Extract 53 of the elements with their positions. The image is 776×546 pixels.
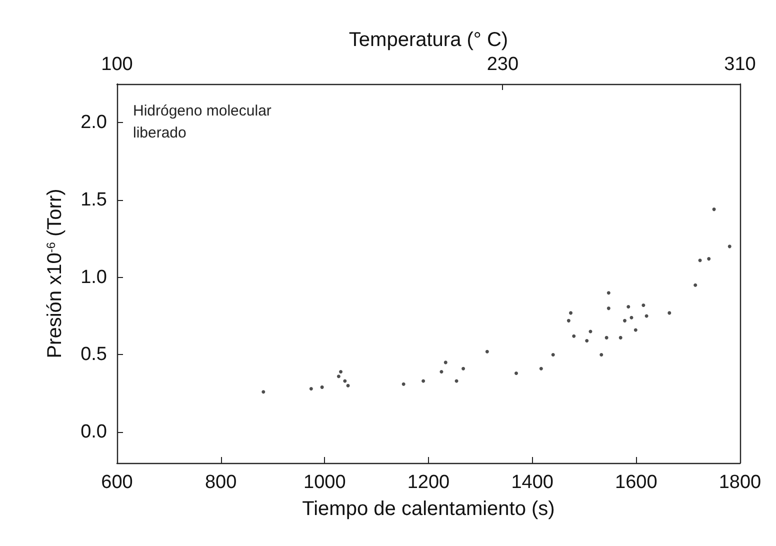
point <box>712 208 716 212</box>
y-tick-label: 0.0 <box>80 422 107 443</box>
point <box>262 390 266 394</box>
point <box>572 334 576 338</box>
point <box>444 360 448 364</box>
point <box>485 350 489 354</box>
x-tick-label: 1200 <box>407 472 450 493</box>
x-tick-label: 1000 <box>304 472 346 493</box>
point <box>402 382 406 386</box>
point <box>566 318 570 322</box>
point <box>626 305 630 309</box>
y-tick-label: 1.0 <box>80 266 107 288</box>
y-tick-label: 1.5 <box>80 190 107 211</box>
x2-tick-label: 100 <box>101 54 133 75</box>
point <box>642 303 646 307</box>
point <box>606 306 610 310</box>
point <box>551 352 555 356</box>
x2-tick-label: 230 <box>486 54 519 75</box>
point <box>604 336 608 340</box>
x-tick-label: 1400 <box>511 472 554 493</box>
point <box>634 328 638 332</box>
point <box>585 339 589 343</box>
point <box>422 379 426 383</box>
x2-tick-label: 310 <box>724 54 756 75</box>
point <box>514 372 518 376</box>
x-tick-label: 1600 <box>615 472 658 493</box>
point <box>694 283 698 287</box>
x-tick-label: 800 <box>204 472 237 493</box>
point <box>309 387 313 390</box>
x2-axis-title: Temperatura (° C) <box>348 29 508 52</box>
point <box>668 311 672 315</box>
point <box>618 336 622 340</box>
point <box>346 384 350 388</box>
point <box>569 311 572 315</box>
point <box>339 370 343 374</box>
y-tick-label: 0.5 <box>80 344 107 366</box>
point <box>600 352 604 356</box>
annotation: Hidrógeno molecular liberado <box>133 102 272 142</box>
point <box>336 374 340 378</box>
point <box>707 257 711 261</box>
point <box>728 244 732 248</box>
point <box>623 318 626 322</box>
point <box>606 291 610 295</box>
point <box>462 366 466 370</box>
point <box>320 385 324 389</box>
x-tick-label: 1800 <box>718 472 762 493</box>
x-tick-label: 600 <box>101 472 133 493</box>
point <box>539 366 543 370</box>
x-axis-title: Tiempo de calentamiento (s) <box>302 498 555 520</box>
point <box>440 370 444 374</box>
y-axis-title: Presión x10-6 (Torr) <box>44 188 66 358</box>
point <box>698 258 702 262</box>
y-tick-label: 2.0 <box>80 112 107 134</box>
